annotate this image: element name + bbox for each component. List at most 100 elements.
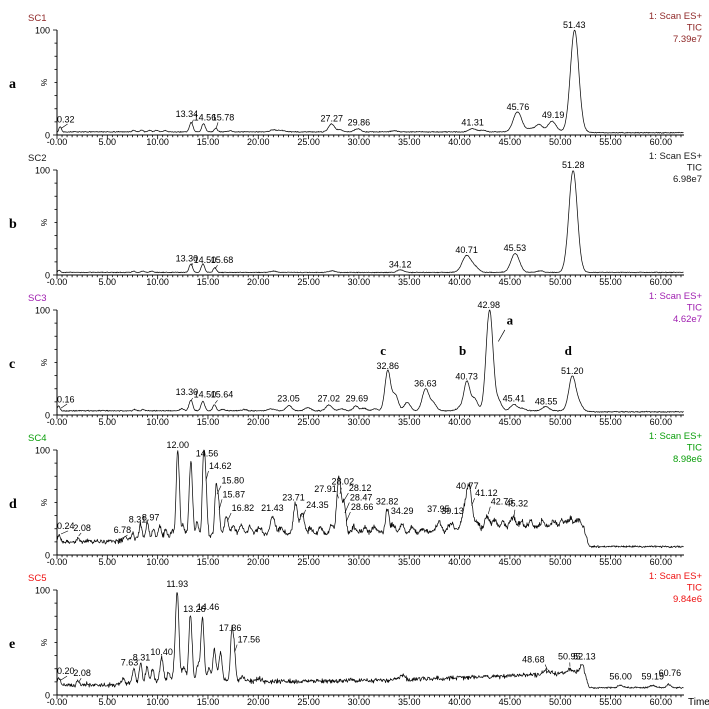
svg-text:14.62: 14.62: [209, 461, 232, 471]
tic-plot-sc1: -0.00 5.00 10.00 15.00 20.00 25.00 30.00 35.00 4…: [9, 11, 703, 147]
chromatogram-panel-b: -0.00 5.00 10.00 15.00 20.00 25.00 30.00 35.00 4…: [0, 149, 709, 289]
svg-text:2.08: 2.08: [73, 523, 91, 533]
svg-text:40.00: 40.00: [448, 417, 471, 427]
svg-text:40.00: 40.00: [448, 697, 471, 707]
svg-text:7.39e7: 7.39e7: [673, 34, 702, 45]
svg-text:-0.00: -0.00: [47, 697, 68, 707]
svg-text:10.00: 10.00: [146, 277, 169, 287]
svg-text:1: Scan ES+: 1: Scan ES+: [649, 571, 703, 582]
y-axis-unit-label: %: [39, 498, 49, 506]
axes: [53, 29, 684, 140]
svg-text:5.00: 5.00: [99, 277, 117, 287]
tic-trace: [56, 170, 684, 274]
y-min-label: 0: [45, 131, 50, 141]
svg-text:15.80: 15.80: [222, 476, 245, 486]
svg-text:45.00: 45.00: [499, 697, 522, 707]
svg-text:1: Scan ES+: 1: Scan ES+: [649, 151, 703, 162]
svg-text:15.00: 15.00: [197, 697, 220, 707]
panel-letter: d: [9, 497, 17, 512]
svg-text:35.00: 35.00: [398, 417, 421, 427]
svg-text:14.46: 14.46: [197, 602, 220, 612]
svg-text:8.31: 8.31: [129, 514, 147, 524]
svg-text:30.00: 30.00: [348, 557, 371, 567]
svg-text:24.35: 24.35: [306, 500, 329, 510]
svg-text:-0.00: -0.00: [47, 277, 68, 287]
svg-text:60.00: 60.00: [650, 277, 673, 287]
svg-text:20.00: 20.00: [247, 417, 270, 427]
svg-text:36.63: 36.63: [414, 379, 437, 389]
y-max-label: 100: [35, 446, 50, 456]
svg-text:6.98e7: 6.98e7: [673, 174, 702, 185]
svg-text:5.00: 5.00: [99, 137, 117, 147]
svg-text:29.86: 29.86: [348, 118, 371, 128]
svg-text:50.00: 50.00: [549, 137, 572, 147]
svg-text:60.00: 60.00: [650, 137, 673, 147]
svg-text:41.12: 41.12: [475, 488, 498, 498]
svg-text:28.47: 28.47: [350, 492, 373, 502]
svg-text:30.00: 30.00: [348, 137, 371, 147]
svg-text:13.30: 13.30: [176, 253, 199, 263]
svg-text:8.98e6: 8.98e6: [673, 454, 702, 465]
svg-text:40.00: 40.00: [448, 137, 471, 147]
svg-text:10.40: 10.40: [150, 647, 173, 657]
axes: [53, 449, 684, 560]
svg-text:25.00: 25.00: [297, 137, 320, 147]
svg-text:59.19: 59.19: [642, 671, 665, 681]
svg-text:1: Scan ES+: 1: Scan ES+: [649, 11, 703, 22]
panel-letter: a: [9, 77, 16, 92]
svg-text:15.00: 15.00: [197, 137, 220, 147]
tic-plot-sc3: -0.00 5.00 10.00 15.00 20.00 25.00 30.00 35.00 4…: [9, 291, 703, 427]
svg-text:28.12: 28.12: [349, 483, 372, 493]
svg-text:28.66: 28.66: [351, 502, 374, 512]
scan-id-label: SC1: [28, 13, 46, 24]
y-min-label: 0: [45, 271, 50, 281]
svg-text:55.00: 55.00: [599, 697, 622, 707]
tic-plot-sc2: -0.00 5.00 10.00 15.00 20.00 25.00 30.00 35.00 4…: [9, 151, 703, 287]
svg-text:1: Scan ES+: 1: Scan ES+: [649, 291, 703, 302]
svg-text:45.00: 45.00: [499, 137, 522, 147]
svg-text:16.82: 16.82: [232, 503, 255, 513]
svg-text:35.00: 35.00: [398, 277, 421, 287]
svg-text:TIC: TIC: [687, 163, 702, 174]
svg-text:35.00: 35.00: [398, 697, 421, 707]
axes: [53, 589, 684, 700]
svg-text:10.00: 10.00: [146, 557, 169, 567]
y-axis-unit-label: %: [39, 638, 49, 646]
svg-text:15.00: 15.00: [197, 277, 220, 287]
svg-text:28.02: 28.02: [332, 477, 355, 487]
tic-trace: [56, 592, 684, 689]
svg-text:37.95: 37.95: [427, 504, 450, 514]
time-axis-label: Time: [688, 697, 709, 708]
svg-text:45.00: 45.00: [499, 557, 522, 567]
svg-text:35.00: 35.00: [398, 557, 421, 567]
svg-text:TIC: TIC: [687, 23, 702, 34]
svg-text:60.00: 60.00: [650, 697, 673, 707]
svg-text:15.78: 15.78: [212, 112, 235, 122]
svg-text:49.19: 49.19: [542, 110, 565, 120]
svg-text:50.95: 50.95: [558, 651, 581, 661]
svg-text:14.50: 14.50: [194, 390, 217, 400]
svg-text:17.36: 17.36: [219, 623, 242, 633]
svg-text:48.68: 48.68: [522, 654, 545, 664]
svg-text:25.00: 25.00: [297, 557, 320, 567]
svg-text:45.53: 45.53: [504, 243, 527, 253]
tic-trace: [56, 449, 684, 549]
svg-text:32.86: 32.86: [376, 361, 399, 371]
svg-text:45.00: 45.00: [499, 417, 522, 427]
svg-text:15.68: 15.68: [211, 255, 234, 265]
svg-text:10.00: 10.00: [146, 137, 169, 147]
y-min-label: 0: [45, 551, 50, 561]
svg-text:51.20: 51.20: [561, 366, 584, 376]
tic-plot-sc4: -0.00 5.00 10.00 15.00 20.00 25.00 30.00 35.00 4…: [9, 431, 703, 567]
y-axis-unit-label: %: [39, 78, 49, 86]
svg-text:27.02: 27.02: [317, 393, 340, 403]
svg-text:5.00: 5.00: [99, 557, 117, 567]
svg-text:60.00: 60.00: [650, 417, 673, 427]
x-axis-tick-labels: -0.00 5.00 10.00 15.00 20.00 25.00 30.00 35.00 4…: [47, 557, 672, 567]
svg-text:30.00: 30.00: [348, 277, 371, 287]
